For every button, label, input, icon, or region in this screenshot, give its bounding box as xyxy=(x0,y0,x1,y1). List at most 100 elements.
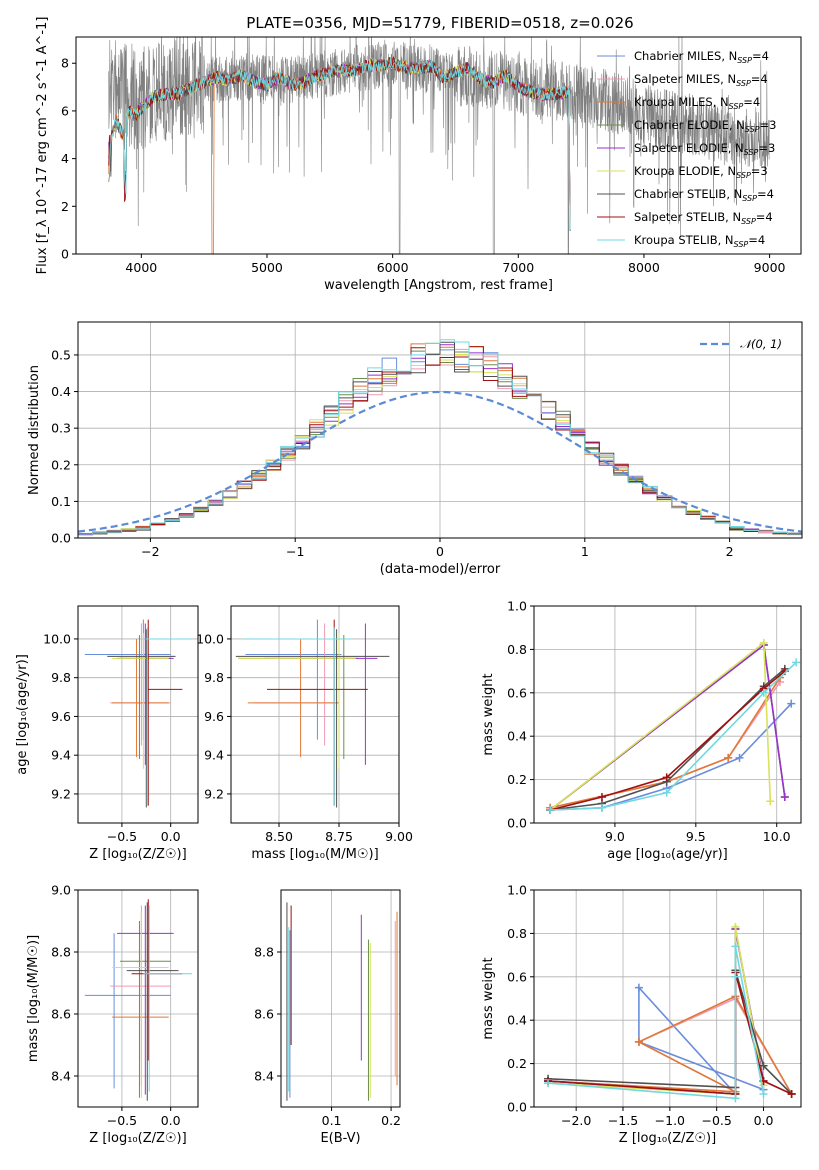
y-axis-label: mass [log₁₀(M/M☉)] xyxy=(26,935,41,1062)
x-tick-label: 0 xyxy=(436,544,444,559)
axes-frame xyxy=(75,36,802,255)
y-axis-label: Normed distribution xyxy=(27,365,42,495)
axes-frame xyxy=(533,889,802,1108)
legend-label: Chabrier MILES, NSSP=4 xyxy=(634,49,769,65)
x-axis-label: Z [log₁₀(Z/Z☉)] xyxy=(89,1131,186,1146)
x-tick-label: −2 xyxy=(141,544,159,559)
series-marker-7 xyxy=(662,773,671,782)
y-tick-label: 6 xyxy=(61,103,69,118)
y-tick-label: 9.2 xyxy=(204,786,224,801)
x-axis-label: Z [log₁₀(Z/Z☉)] xyxy=(89,847,186,862)
y-tick-label: 8.8 xyxy=(51,945,71,960)
series-marker-8 xyxy=(731,1094,740,1103)
y-tick-label: 8.8 xyxy=(254,945,274,960)
y-tick-label: 8.4 xyxy=(254,1069,274,1084)
y-tick-label: 0.0 xyxy=(507,816,527,831)
panel-mass-vs-ebv: 0.1 0.2 8.4 8.6 8.8 E(B-V) xyxy=(254,889,401,1146)
y-tick-label: 0.6 xyxy=(507,685,527,700)
series-marker-0 xyxy=(634,983,643,992)
series-marker-6 xyxy=(759,1061,768,1070)
series-line-7 xyxy=(550,670,786,811)
plot-area xyxy=(546,638,801,814)
y-axis-label: Flux [f_λ 10^-17 erg cm^-2 s^-1 A^-1] xyxy=(35,17,50,275)
y-tick-label: 9.4 xyxy=(204,748,224,763)
gaussian-curve xyxy=(78,390,802,533)
panel-mass-weight-vs-age: 9.0 9.5 10.0 0.0 0.2 0.4 0.6 0.8 1.0 age [log₁₀(a… xyxy=(481,599,802,862)
x-tick-label: 0.0 xyxy=(161,829,181,844)
panel-mass-vs-Z: −0.5 0.0 8.4 8.6 8.8 9.0 Z [log₁₀(Z/Z☉)] mass [… xyxy=(26,883,199,1146)
y-tick-label: 0.4 xyxy=(51,384,71,399)
x-tick-label: −0.5 xyxy=(107,1113,137,1128)
x-tick-label: 9.00 xyxy=(385,829,413,844)
y-tick-label: 9.8 xyxy=(204,670,224,685)
plot-area xyxy=(544,922,796,1103)
series-marker-8 xyxy=(544,1079,553,1088)
legend-label: Kroupa ELODIE, NSSP=3 xyxy=(634,164,768,180)
model-spectrum-7 xyxy=(108,55,571,231)
x-axis-label: E(B-V) xyxy=(320,1131,360,1146)
x-tick-label: 0.1 xyxy=(322,1113,342,1128)
plot-area xyxy=(108,37,770,254)
x-tick-label: 9.5 xyxy=(686,829,706,844)
series-marker-8 xyxy=(662,788,671,797)
y-tick-label: 9.6 xyxy=(51,709,71,724)
x-tick-label: 10.0 xyxy=(763,829,791,844)
y-axis-label: mass weight xyxy=(481,673,496,755)
series-line-0 xyxy=(548,985,764,1095)
series-marker-8 xyxy=(597,803,606,812)
series-marker-0 xyxy=(787,699,796,708)
x-tick-label: −0.5 xyxy=(702,1113,732,1128)
x-tick-label: 1 xyxy=(581,544,589,559)
series-marker-7 xyxy=(597,792,606,801)
y-tick-label: 8.6 xyxy=(254,1007,274,1022)
axes-frame xyxy=(533,605,802,824)
panel-spectrum: Chabrier MILES, NSSP=4 Salpeter MILES, NS… xyxy=(35,17,802,293)
plot-area xyxy=(84,899,193,1101)
plot-area xyxy=(286,902,398,1101)
plot-area xyxy=(78,339,802,536)
x-tick-label: −0.5 xyxy=(107,829,137,844)
series-marker-5 xyxy=(759,638,768,647)
y-tick-label: 0.4 xyxy=(507,729,527,744)
x-tick-label: −2.0 xyxy=(561,1113,591,1128)
series-marker-8 xyxy=(731,972,740,981)
x-tick-label: 8000 xyxy=(628,260,660,275)
y-axis-label: age [log₁₀(age/yr)] xyxy=(15,654,30,775)
series-line-4 xyxy=(548,928,765,1095)
x-tick-label: −1.0 xyxy=(655,1113,685,1128)
y-tick-label: 8 xyxy=(61,56,69,71)
legend-label: Salpeter MILES, NSSP=4 xyxy=(634,72,768,88)
x-tick-label: 8.75 xyxy=(325,829,353,844)
observed-spectrum xyxy=(108,37,770,254)
y-tick-label: 4 xyxy=(61,151,69,166)
y-tick-label: 0 xyxy=(61,247,69,262)
x-tick-label: 5000 xyxy=(251,260,283,275)
x-axis-label: wavelength [Angstrom, rest frame] xyxy=(324,278,553,293)
x-axis-label: mass [log₁₀(M/M☉)] xyxy=(251,847,378,862)
axes-frame xyxy=(280,889,401,1108)
series-line-5 xyxy=(548,926,765,1095)
legend-label: Kroupa STELIB, NSSP=4 xyxy=(634,233,765,249)
x-axis-label: (data-model)/error xyxy=(380,562,501,577)
y-tick-label: 0.2 xyxy=(51,457,71,472)
series-marker-8 xyxy=(546,805,555,814)
series-marker-8 xyxy=(759,688,768,697)
y-tick-label: 1.0 xyxy=(507,599,527,614)
y-tick-label: 0.5 xyxy=(51,347,71,362)
legend-label: Salpeter ELODIE, NSSP=3 xyxy=(634,141,775,157)
y-tick-label: 9.4 xyxy=(51,748,71,763)
plot-area xyxy=(235,619,390,808)
y-tick-label: 0.4 xyxy=(507,1013,527,1028)
y-tick-label: 1.0 xyxy=(507,883,527,898)
y-tick-label: 8.6 xyxy=(51,1007,71,1022)
y-tick-label: 9.0 xyxy=(51,883,71,898)
model-spectrum-8 xyxy=(108,57,571,231)
x-axis-label: age [log₁₀(age/yr)] xyxy=(607,847,728,862)
x-tick-label: −1 xyxy=(286,544,304,559)
x-tick-label: 4000 xyxy=(125,260,157,275)
x-tick-label: 0.0 xyxy=(161,1113,181,1128)
series-marker-5 xyxy=(766,797,775,806)
axes-frame xyxy=(230,605,400,824)
y-tick-label: 8.4 xyxy=(51,1069,71,1084)
